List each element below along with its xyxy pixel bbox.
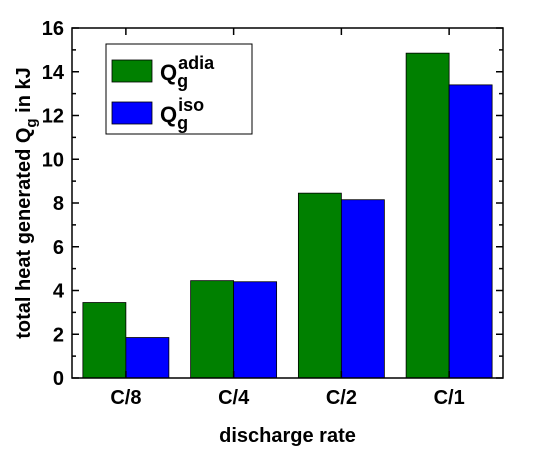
x-tick-label: C/1 <box>434 387 465 409</box>
y-tick-label: 14 <box>42 62 65 84</box>
legend-swatch-adia <box>111 59 153 83</box>
y-axis-label: total heat generated Qg in kJ <box>13 67 40 338</box>
bar-adia-C-8 <box>82 302 127 379</box>
bar-adia-C-1 <box>405 52 450 379</box>
y-tick-label: 4 <box>53 281 65 303</box>
bars-layer <box>82 52 493 379</box>
y-axis-label-prefix: total heat generated Q <box>13 128 35 339</box>
x-axis-label: discharge rate <box>219 425 356 447</box>
x-tick-label: C/2 <box>326 387 357 409</box>
bar-iso-C-4 <box>233 281 278 379</box>
x-tick-label: C/4 <box>218 387 250 409</box>
y-tick-label: 16 <box>42 18 64 40</box>
y-tick-label: 12 <box>42 106 64 128</box>
legend: Qgadia Qgiso <box>105 43 253 135</box>
legend-label-adia: Qgadia <box>160 53 215 91</box>
y-tick-label: 2 <box>53 324 64 346</box>
legend-label-iso: Qgiso <box>160 95 204 133</box>
bar-iso-C-2 <box>340 199 385 379</box>
y-tick-label: 6 <box>53 237 64 259</box>
y-axis: 0 2 4 6 8 10 12 14 16 <box>42 18 503 390</box>
x-tick-label: C/8 <box>110 387 141 409</box>
y-axis-label-subscript: g <box>23 118 40 127</box>
y-axis-label-suffix: in kJ <box>13 67 35 118</box>
y-tick-label: 8 <box>53 193 64 215</box>
x-axis: C/8 C/4 C/2 C/1 <box>110 28 465 409</box>
legend-swatch-iso <box>111 101 153 125</box>
bar-iso-C-8 <box>125 337 170 379</box>
bar-iso-C-1 <box>448 84 493 379</box>
bar-adia-C-4 <box>190 280 235 379</box>
y-tick-label: 0 <box>53 368 64 390</box>
bar-adia-C-2 <box>297 192 342 379</box>
plot-frame <box>71 27 504 379</box>
y-tick-label: 10 <box>42 149 64 171</box>
